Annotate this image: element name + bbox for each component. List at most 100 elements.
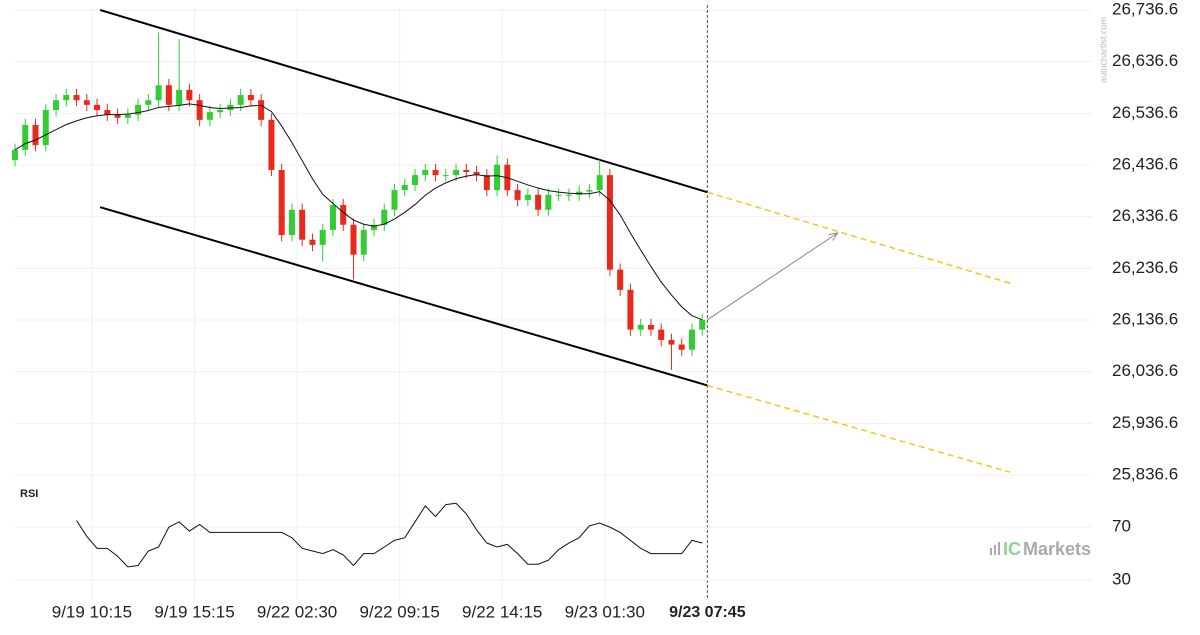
brand-name: Markets	[1023, 539, 1091, 559]
candle-body	[63, 95, 70, 101]
projection-line	[707, 191, 1011, 284]
candle-body	[278, 169, 285, 236]
candle-body	[586, 190, 593, 192]
candle-body	[647, 324, 654, 330]
candle-body	[401, 184, 408, 191]
y-tick-label: 25,936.6	[1112, 413, 1178, 432]
candle-body	[176, 89, 183, 105]
moving-average	[14, 103, 703, 321]
candle-body	[114, 114, 121, 118]
x-tick-label: 9/19 15:15	[154, 602, 234, 621]
y-tick-label: 26,736.6	[1112, 0, 1178, 18]
x-tick-label: 9/23 07:45	[669, 604, 746, 621]
forecast-arrow	[707, 232, 838, 321]
candle-body	[453, 169, 460, 176]
y-tick-label: 26,536.6	[1112, 103, 1178, 122]
candle-body	[53, 100, 60, 111]
y-tick-label: 26,036.6	[1112, 361, 1178, 380]
candle-body	[627, 289, 634, 330]
candle-body	[145, 100, 152, 105]
candle-body	[206, 112, 213, 120]
candle-body	[637, 324, 644, 330]
candle-body	[329, 205, 336, 230]
candle-body	[227, 104, 234, 111]
y-tick-label: 26,436.6	[1112, 154, 1178, 173]
candle-body	[596, 175, 603, 191]
x-tick-label: 9/22 14:15	[462, 602, 542, 621]
candle-body	[32, 125, 39, 146]
candle-body	[83, 100, 90, 105]
x-tick-label: 9/19 10:15	[52, 602, 132, 621]
channel-line	[99, 206, 708, 387]
candle-body	[217, 110, 224, 113]
candle-body	[186, 89, 193, 101]
candle-body	[565, 194, 572, 196]
candle-body	[545, 194, 552, 210]
rsi-tick-label: 70	[1112, 517, 1131, 536]
candle-body	[155, 85, 162, 101]
candle-body	[555, 194, 562, 196]
candle-body	[381, 209, 388, 225]
arrow-head	[828, 232, 839, 241]
candle-body	[350, 224, 357, 255]
candle-body	[422, 169, 429, 176]
logo-bar	[998, 542, 1000, 555]
y-tick-label: 26,236.6	[1112, 258, 1178, 277]
y-tick-label: 26,336.6	[1112, 206, 1178, 225]
brand-logo: IC Markets	[990, 539, 1091, 559]
candle-body	[299, 209, 306, 240]
candle-body	[678, 344, 685, 350]
channel-line	[99, 9, 708, 194]
candle-body	[12, 149, 18, 161]
candle-body	[165, 85, 172, 105]
logo-bar	[994, 545, 996, 555]
candle-body	[360, 229, 367, 255]
candle-body	[412, 175, 419, 185]
candle-body	[442, 175, 449, 177]
candle-body	[688, 329, 695, 350]
y-tick-label: 26,136.6	[1112, 309, 1178, 328]
candle-body	[104, 110, 111, 115]
rsi-line	[76, 502, 703, 568]
y-tick-label: 26,636.6	[1112, 51, 1178, 70]
x-tick-label: 9/22 02:30	[257, 602, 337, 621]
candle-body	[617, 269, 624, 290]
candle-body	[94, 104, 101, 111]
y-tick-label: 25,836.6	[1112, 464, 1178, 483]
candle-body	[576, 191, 583, 195]
rsi-label: RSI	[20, 488, 38, 500]
x-tick-label: 9/22 09:15	[359, 602, 439, 621]
candle-body	[135, 104, 142, 115]
candle-body	[258, 100, 265, 120]
candle-body	[73, 95, 80, 101]
candle-body	[432, 169, 439, 176]
watermark: autochartist.com	[1098, 17, 1108, 83]
candle-body	[371, 224, 377, 230]
candle-body	[699, 319, 706, 330]
candle-body	[237, 95, 244, 105]
candle-body	[340, 205, 347, 225]
candle-body	[524, 194, 531, 200]
x-tick-label: 9/23 01:30	[565, 602, 645, 621]
candle-body	[463, 169, 470, 173]
rsi-tick-label: 30	[1112, 570, 1131, 589]
candle-body	[42, 110, 49, 146]
candle-body	[514, 190, 521, 200]
logo-bar	[990, 548, 992, 555]
candle-body	[668, 339, 675, 345]
brand-prefix: IC	[1003, 539, 1021, 559]
projection-line	[707, 384, 1011, 473]
candle-body	[268, 119, 275, 170]
candle-body	[535, 194, 542, 210]
candle-body	[658, 329, 665, 340]
candle-body	[319, 229, 326, 245]
candle-body	[606, 175, 613, 270]
candle-body	[391, 190, 398, 210]
candle-body	[196, 100, 203, 120]
candle-body	[124, 114, 131, 118]
candle-body	[494, 164, 501, 191]
candle-body	[288, 209, 295, 236]
candle-body	[309, 239, 316, 245]
